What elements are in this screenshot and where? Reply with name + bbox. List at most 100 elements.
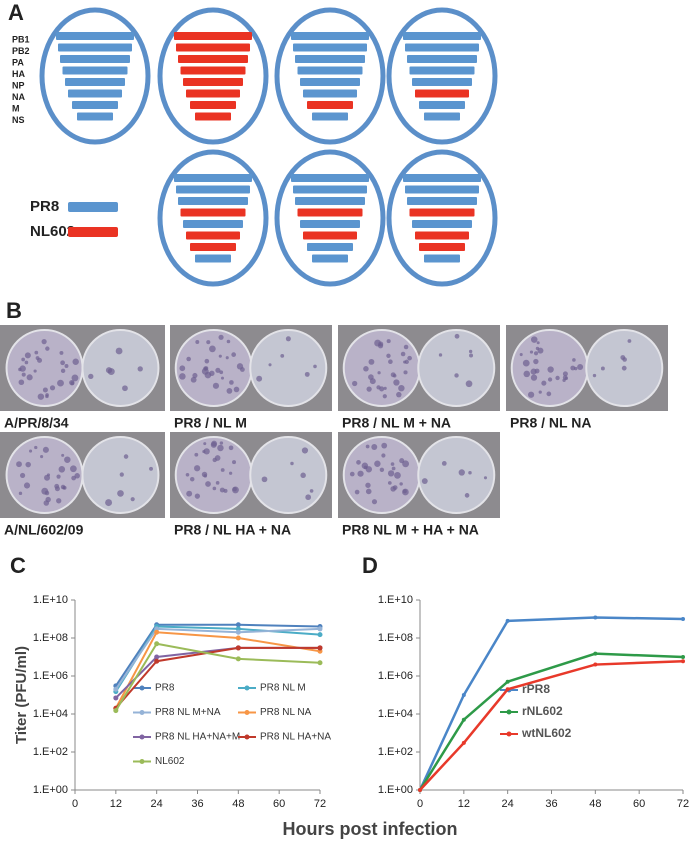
plaque <box>365 488 372 495</box>
segment <box>407 197 477 205</box>
x-tick-label: 48 <box>589 798 601 810</box>
plate-label: A/PR/8/34 <box>4 415 69 431</box>
well <box>249 329 328 407</box>
plaque <box>41 338 47 345</box>
plaque <box>391 466 396 471</box>
plaque <box>300 472 306 479</box>
segment <box>303 231 357 240</box>
plaque <box>398 384 405 392</box>
plaque <box>365 466 373 473</box>
plaque <box>379 467 385 472</box>
plaque <box>18 491 23 496</box>
plaque <box>555 375 560 381</box>
plaque <box>465 380 473 388</box>
plaque <box>356 460 361 465</box>
legend-label: PR8 NL NA <box>260 707 312 718</box>
plaque <box>392 374 397 378</box>
plaque <box>304 371 310 377</box>
plaque <box>577 363 584 371</box>
plaque <box>547 366 554 373</box>
y-tick-label: 1.E+10 <box>378 594 413 606</box>
legend-marker <box>506 709 512 715</box>
plaque <box>541 380 547 386</box>
x-tick-label: 60 <box>633 798 645 810</box>
point <box>505 679 510 684</box>
point <box>113 708 119 714</box>
point <box>593 662 598 667</box>
plaque <box>564 376 568 381</box>
segment-label: PA <box>12 57 24 67</box>
point <box>505 687 510 692</box>
plaque <box>562 371 568 377</box>
point <box>681 617 685 621</box>
y-tick-label: 1.E+00 <box>378 784 413 796</box>
plaque <box>572 358 576 362</box>
plaque <box>519 353 523 357</box>
series-line <box>114 631 321 709</box>
plate-label: PR8 / NL HA + NA <box>174 522 291 538</box>
plaque <box>309 489 314 493</box>
plaque <box>34 445 38 450</box>
virion <box>274 149 386 287</box>
plaque <box>58 466 66 473</box>
plaque <box>105 499 113 507</box>
segment <box>195 112 231 121</box>
plaque <box>229 380 234 385</box>
point <box>681 659 685 664</box>
plaque <box>219 441 224 445</box>
segment <box>415 89 469 98</box>
plaque <box>390 462 395 466</box>
plaque <box>205 481 211 487</box>
series-line <box>115 627 321 690</box>
legend-marker <box>244 685 250 691</box>
virion <box>274 7 386 145</box>
segment <box>186 89 240 98</box>
segment <box>409 66 475 75</box>
virion <box>157 7 269 145</box>
segment <box>178 197 248 205</box>
plaque <box>209 370 215 377</box>
plaque <box>23 482 31 489</box>
plaque <box>403 344 409 350</box>
series-line <box>114 642 321 712</box>
x-tick-label: 24 <box>151 798 163 810</box>
plaque <box>64 456 71 463</box>
plaque <box>268 363 272 367</box>
point <box>235 656 241 662</box>
plaque <box>354 489 360 495</box>
plaque <box>538 390 542 394</box>
plaque <box>226 388 233 394</box>
segment <box>424 112 460 121</box>
plaque <box>186 356 191 362</box>
plaque <box>179 365 186 372</box>
plaque <box>533 351 539 356</box>
plaque <box>33 369 37 373</box>
plaque <box>189 476 195 482</box>
segment <box>409 208 475 217</box>
plaque <box>402 488 409 496</box>
plaque <box>536 341 540 345</box>
plaque <box>70 381 75 386</box>
plaque <box>192 372 198 379</box>
plaque <box>211 440 218 447</box>
plate-label: A/NL/602/09 <box>4 522 84 538</box>
plaque <box>231 352 237 357</box>
plaque <box>71 374 79 382</box>
plaque <box>219 370 224 375</box>
plaque <box>600 366 605 371</box>
plaque <box>57 379 64 387</box>
plaque <box>236 363 244 370</box>
well <box>417 436 496 514</box>
plaque <box>352 380 358 387</box>
plaque <box>203 442 207 446</box>
point <box>418 788 422 792</box>
plaque <box>179 373 186 380</box>
plaque <box>74 473 80 479</box>
point <box>154 654 160 660</box>
segment <box>300 220 360 228</box>
plaque <box>386 339 391 344</box>
x-tick-label: 48 <box>232 798 244 810</box>
plaque <box>387 470 395 477</box>
virion <box>39 7 151 145</box>
